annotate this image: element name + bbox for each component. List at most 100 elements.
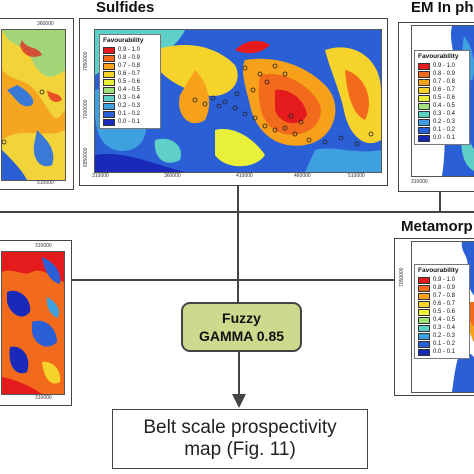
result-line2: map (Fig. 11) — [184, 439, 296, 460]
em-legend-row: 0.6 - 0.7 — [418, 86, 466, 94]
left-bottom-tick-bottom: 310000 — [35, 395, 52, 401]
em-legend-row: 0.0 - 0.1 — [418, 134, 466, 142]
metamorphic-map: Favourability 0.9 - 1.0 0.8 - 0.9 0.7 - 0.… — [411, 241, 474, 393]
em-legend-swatch — [418, 134, 430, 142]
em-panel: Favourability 0.9 - 1.0 0.8 - 0.9 0.7 - 0.… — [398, 22, 474, 192]
em-legend-row: 0.4 - 0.5 — [418, 102, 466, 110]
em-legend-row: 0.1 - 0.2 — [418, 126, 466, 134]
metamorphic-panel: Favourability 0.9 - 1.0 0.8 - 0.9 0.7 - 0.… — [394, 238, 474, 396]
metamorphic-legend-label: 0.2 - 0.3 — [433, 333, 456, 339]
em-legend-label: 0.1 - 0.2 — [433, 127, 456, 133]
sulfides-legend: Favourability 0.9 - 1.0 0.8 - 0.9 0.7 - 0.… — [99, 34, 161, 129]
metamorphic-legend-label: 0.8 - 0.9 — [433, 285, 456, 291]
metamorphic-legend-row: 0.7 - 0.8 — [418, 292, 466, 300]
sulfides-legend-label: 0.3 - 0.4 — [118, 95, 141, 101]
metamorphic-legend-row: 0.9 - 1.0 — [418, 276, 466, 284]
em-legend-swatch — [418, 70, 430, 78]
sulfides-legend-row: 0.8 - 0.9 — [103, 54, 157, 62]
left-bottom-tick-top: 310000 — [35, 243, 52, 249]
sulfides-legend-row: 0.3 - 0.4 — [103, 94, 157, 102]
left-bottom-map — [1, 251, 65, 395]
metamorphic-legend-row: 0.1 - 0.2 — [418, 340, 466, 348]
metamorphic-legend: Favourability 0.9 - 1.0 0.8 - 0.9 0.7 - 0.… — [414, 264, 470, 359]
metamorphic-legend-title: Favourability — [418, 267, 459, 274]
sulfides-legend-row: 0.0 - 0.1 — [103, 118, 157, 126]
metamorphic-legend-row: 0.8 - 0.9 — [418, 284, 466, 292]
sulfides-legend-swatch — [103, 62, 115, 70]
left-top-map — [1, 29, 66, 181]
arrowhead — [232, 394, 246, 408]
em-legend-swatch — [418, 110, 430, 118]
sulfides-legend-swatch — [103, 54, 115, 62]
fuzzy-line1: Fuzzy — [222, 310, 261, 326]
em-legend-swatch — [418, 118, 430, 126]
em-legend-swatch — [418, 86, 430, 94]
em-tick-bottom: 310000 — [411, 179, 428, 185]
em-legend-swatch — [418, 94, 430, 102]
sulfides-tick-y-0: 7050000 — [83, 51, 89, 71]
sulfides-legend-swatch — [103, 110, 115, 118]
title-em: EM In ph — [411, 0, 474, 16]
left-top-tick-bottom: 510000 — [37, 180, 54, 186]
sulfides-tick-x-1: 360000 — [164, 173, 181, 179]
em-legend-swatch — [418, 78, 430, 86]
metamorphic-legend-swatch — [418, 284, 430, 292]
left-bottom-panel: 310000 310000 — [0, 240, 72, 406]
title-sulfides: Sulfides — [96, 0, 155, 16]
metamorphic-legend-swatch — [418, 348, 430, 356]
metamorphic-legend-row: 0.2 - 0.3 — [418, 332, 466, 340]
sulfides-legend-label: 0.2 - 0.3 — [118, 103, 141, 109]
em-legend-label: 0.3 - 0.4 — [433, 111, 456, 117]
sulfides-legend-label: 0.1 - 0.2 — [118, 111, 141, 117]
em-legend-label: 0.4 - 0.5 — [433, 103, 456, 109]
sulfides-legend-label: 0.7 - 0.8 — [118, 63, 141, 69]
sulfides-legend-label: 0.9 - 1.0 — [118, 47, 141, 53]
metamorphic-legend-label: 0.9 - 1.0 — [433, 277, 456, 283]
em-legend-label: 0.2 - 0.3 — [433, 119, 456, 125]
metamorphic-legend-row: 0.0 - 0.1 — [418, 348, 466, 356]
metamorphic-legend-swatch — [418, 340, 430, 348]
result-line1: Belt scale prospectivity — [143, 417, 337, 438]
em-legend-row: 0.2 - 0.3 — [418, 118, 466, 126]
sulfides-legend-row: 0.4 - 0.5 — [103, 86, 157, 94]
sulfides-legend-swatch — [103, 118, 115, 126]
em-legend-label: 0.0 - 0.1 — [433, 135, 456, 141]
em-legend-swatch — [418, 62, 430, 70]
em-legend-label: 0.6 - 0.7 — [433, 87, 456, 93]
sulfides-legend-swatch — [103, 86, 115, 94]
sulfides-legend-row: 0.6 - 0.7 — [103, 70, 157, 78]
sulfides-legend-swatch — [103, 46, 115, 54]
sulfides-legend-row: 0.5 - 0.6 — [103, 78, 157, 86]
sulfides-panel: Favourability 0.9 - 1.0 0.8 - 0.9 0.7 - 0.… — [79, 18, 388, 186]
sulfides-legend-row: 0.1 - 0.2 — [103, 110, 157, 118]
metamorphic-legend-label: 0.4 - 0.5 — [433, 317, 456, 323]
em-legend-row: 0.7 - 0.8 — [418, 78, 466, 86]
connector-sulfides-down — [237, 184, 239, 302]
sulfides-legend-label: 0.0 - 0.1 — [118, 119, 141, 125]
sulfides-legend-row: 0.9 - 1.0 — [103, 46, 157, 54]
sulfides-legend-title: Favourability — [103, 37, 144, 44]
em-legend-row: 0.9 - 1.0 — [418, 62, 466, 70]
connector-top-horizontal — [0, 211, 474, 213]
sulfides-legend-swatch — [103, 94, 115, 102]
metamorphic-tick-y: 7050000 — [399, 267, 405, 287]
sulfides-legend-row: 0.2 - 0.3 — [103, 102, 157, 110]
metamorphic-legend-label: 0.7 - 0.8 — [433, 293, 456, 299]
metamorphic-legend-swatch — [418, 276, 430, 284]
em-legend-title: Favourability — [418, 53, 459, 60]
sulfides-legend-label: 0.5 - 0.6 — [118, 79, 141, 85]
em-legend-row: 0.3 - 0.4 — [418, 110, 466, 118]
sulfides-tick-x-3: 460000 — [294, 173, 311, 179]
em-legend-label: 0.7 - 0.8 — [433, 79, 456, 85]
em-legend-label: 0.9 - 1.0 — [433, 63, 456, 69]
left-top-tick-top: 360000 — [37, 21, 54, 27]
em-legend-label: 0.8 - 0.9 — [433, 71, 456, 77]
sulfides-legend-label: 0.8 - 0.9 — [118, 55, 141, 61]
sulfides-map: Favourability 0.9 - 1.0 0.8 - 0.9 0.7 - 0.… — [94, 29, 382, 173]
metamorphic-legend-label: 0.0 - 0.1 — [433, 349, 456, 355]
metamorphic-legend-row: 0.3 - 0.4 — [418, 324, 466, 332]
fuzzy-gamma-box: Fuzzy GAMMA 0.85 — [181, 302, 302, 352]
metamorphic-legend-swatch — [418, 324, 430, 332]
metamorphic-legend-row: 0.6 - 0.7 — [418, 300, 466, 308]
sulfides-tick-y-1: 7000000 — [83, 99, 89, 119]
